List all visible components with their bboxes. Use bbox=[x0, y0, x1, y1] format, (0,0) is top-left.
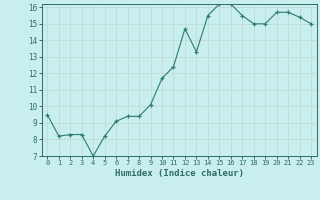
X-axis label: Humidex (Indice chaleur): Humidex (Indice chaleur) bbox=[115, 169, 244, 178]
